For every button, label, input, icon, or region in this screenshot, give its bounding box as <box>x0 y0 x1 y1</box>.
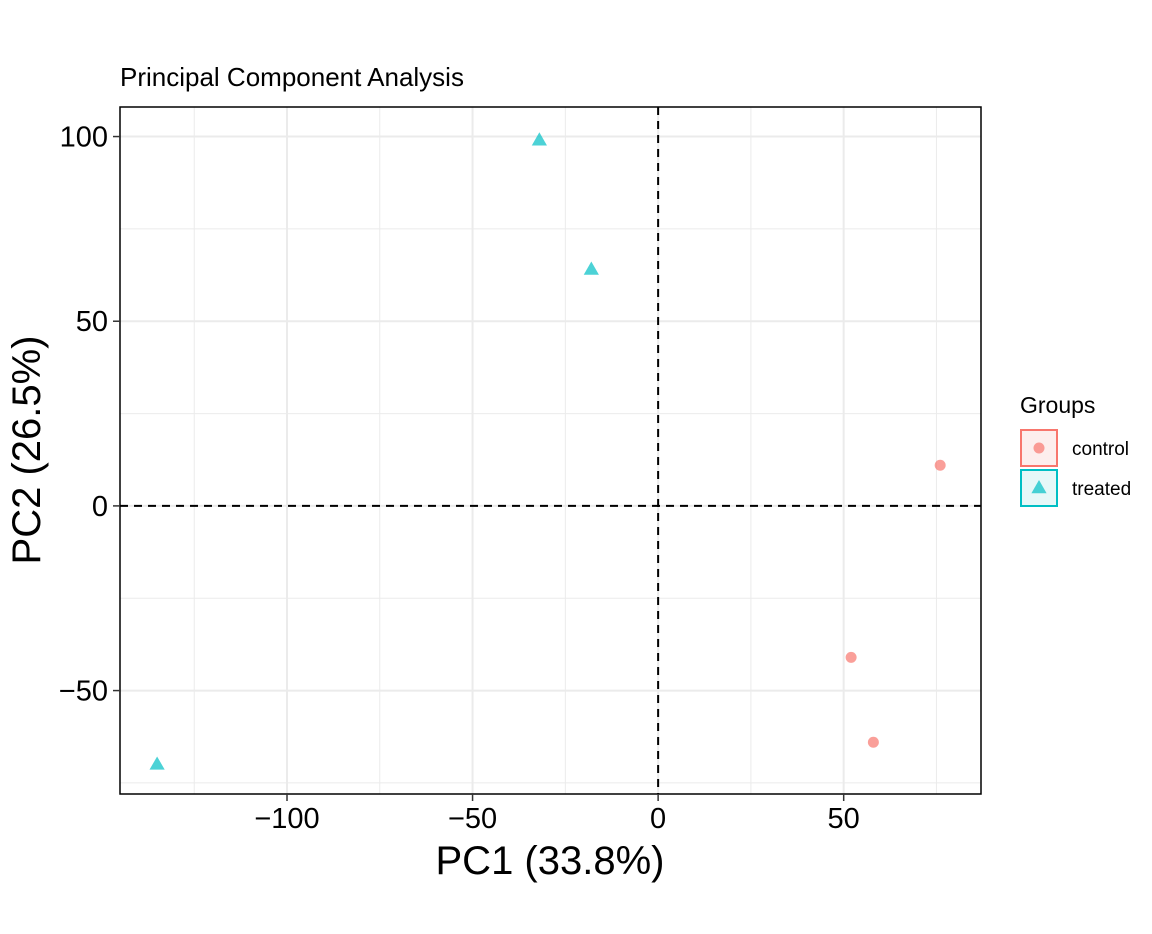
y-tick-label: 0 <box>92 491 108 523</box>
x-tick-label: 50 <box>828 803 860 835</box>
y-tick-label: −50 <box>59 676 108 708</box>
x-tick-label: −100 <box>254 803 319 835</box>
point-treated <box>531 132 547 146</box>
x-tick-label: −50 <box>448 803 497 835</box>
plot-panel-border <box>119 106 982 795</box>
point-control <box>867 736 879 748</box>
legend-label-control: control <box>1072 439 1129 460</box>
chart-title: Principal Component Analysis <box>120 62 464 92</box>
y-axis-ticks: −50 0 50 100 <box>59 122 120 708</box>
x-axis-label: PC1 (33.8%) <box>436 839 665 883</box>
point-control <box>934 459 946 471</box>
legend-marker-treated <box>1031 480 1047 494</box>
point-treated <box>583 261 599 275</box>
point-treated <box>149 756 165 770</box>
x-tick-label: 0 <box>650 803 666 835</box>
data-points <box>149 132 946 770</box>
legend-title: Groups <box>1020 392 1095 418</box>
legend: Groups control treated <box>1020 392 1131 507</box>
y-tick-label: 100 <box>60 122 108 154</box>
y-axis-label: PC2 (26.5%) <box>5 336 49 565</box>
legend-label-treated: treated <box>1072 479 1131 500</box>
legend-marker-control <box>1033 442 1045 454</box>
x-axis-ticks: −100 −50 0 50 <box>254 794 860 835</box>
point-control <box>845 651 857 663</box>
grid <box>120 107 981 794</box>
reference-lines <box>120 107 981 794</box>
y-tick-label: 50 <box>76 306 108 338</box>
